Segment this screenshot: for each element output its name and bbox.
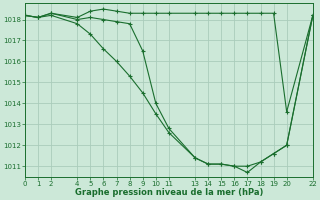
X-axis label: Graphe pression niveau de la mer (hPa): Graphe pression niveau de la mer (hPa) — [75, 188, 263, 197]
